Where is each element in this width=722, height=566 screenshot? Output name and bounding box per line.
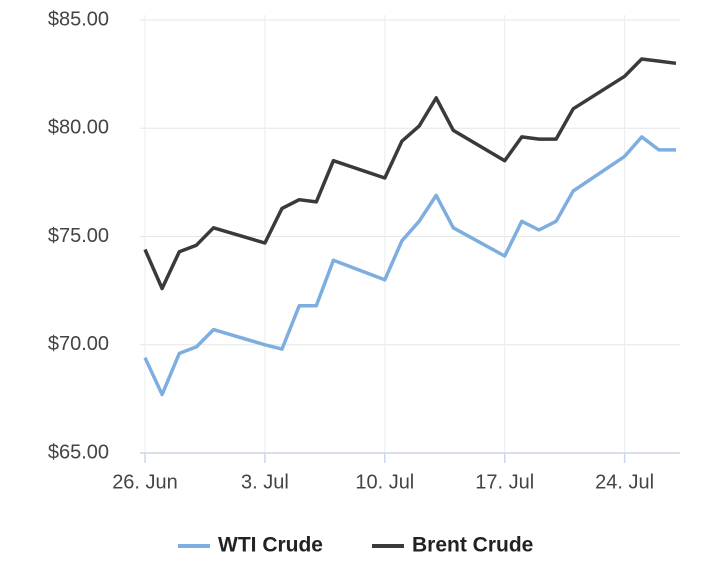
y-tick-label: $80.00 <box>48 117 109 139</box>
series-line <box>143 57 677 291</box>
legend-label: WTI Crude <box>218 534 323 557</box>
y-tick-label: $65.00 <box>48 441 109 463</box>
x-tick-label: 3. Jul <box>241 471 289 493</box>
x-tick-label: 24. Jul <box>595 471 654 493</box>
x-tick-label: 17. Jul <box>475 471 534 493</box>
legend-label: Brent Crude <box>412 534 533 557</box>
series-line <box>143 135 676 397</box>
y-tick-label: $85.00 <box>48 8 109 30</box>
y-tick-label: $70.00 <box>48 333 109 355</box>
x-tick-label: 10. Jul <box>355 471 414 493</box>
y-tick-label: $75.00 <box>48 225 109 247</box>
x-tick-label: 26. Jun <box>112 471 178 493</box>
